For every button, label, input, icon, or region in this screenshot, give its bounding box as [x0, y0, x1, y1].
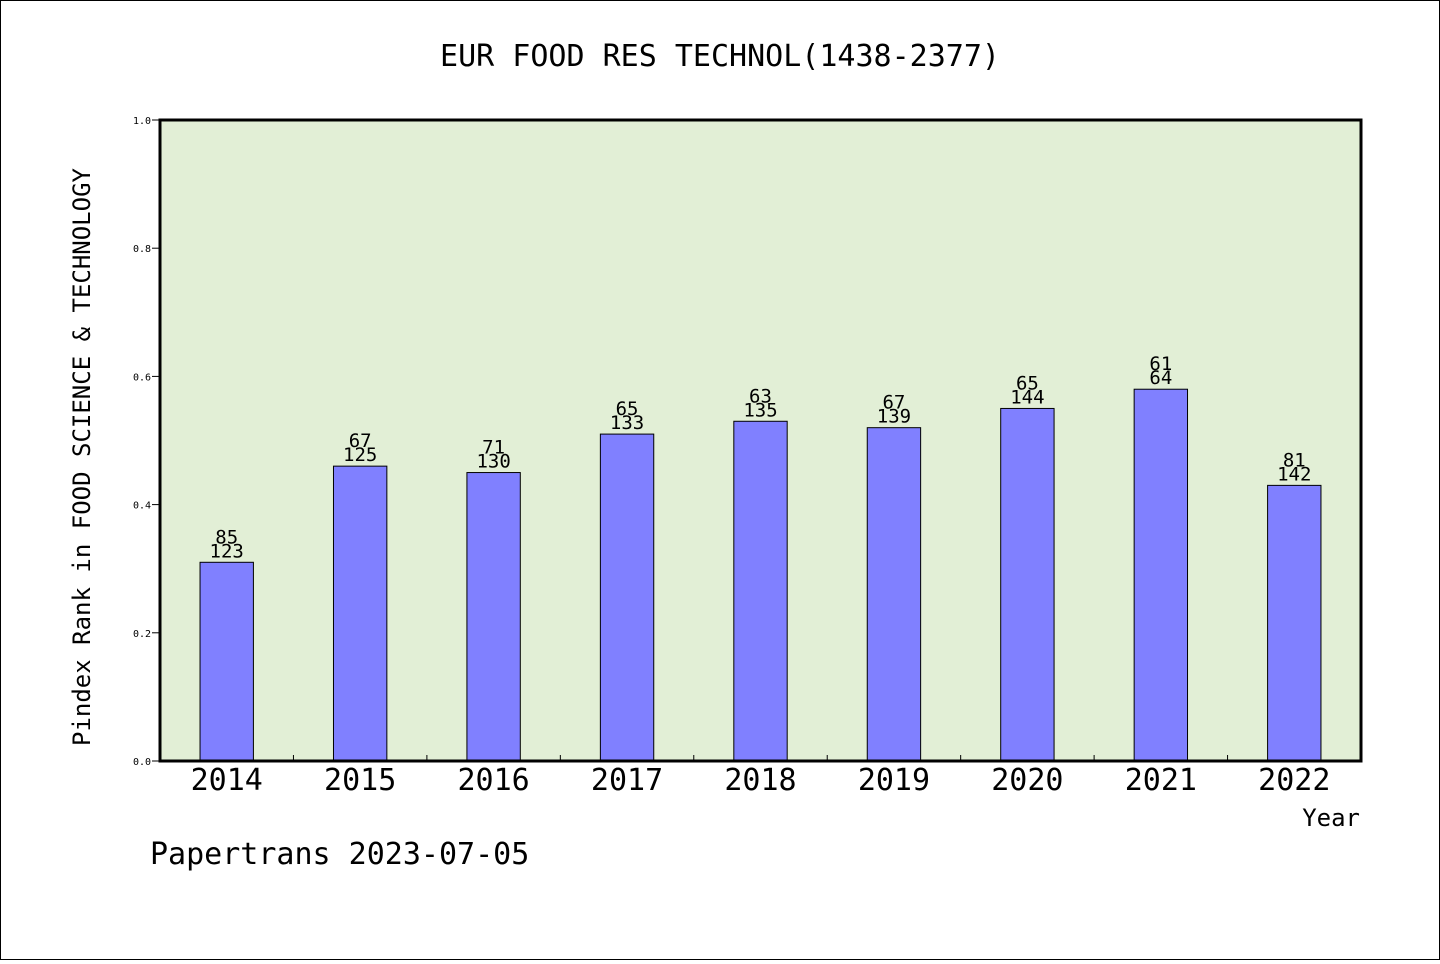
bar-total-label-2020: 144: [1010, 386, 1044, 408]
chart-title: EUR FOOD RES TECHNOL(1438-2377): [440, 39, 1000, 74]
x-axis-label: Year: [1302, 804, 1360, 832]
bar-rank-label-2015: 67: [349, 430, 372, 452]
bar-rank-label-2017: 65: [616, 398, 639, 420]
bar-rank-label-2014: 85: [215, 526, 238, 548]
y-axis-label: Pindex Rank in FOOD SCIENCE & TECHNOLOGY: [68, 167, 96, 746]
bar-total-label-2016: 130: [476, 451, 510, 473]
y-tick-label-0.2: 0.2: [133, 629, 151, 640]
x-tick-label-2016: 2016: [457, 763, 529, 798]
bar-rank-label-2020: 65: [1016, 372, 1039, 394]
bar-rank-label-2018: 63: [749, 385, 772, 407]
x-tick-label-2014: 2014: [191, 763, 263, 798]
bar-total-label-2017: 133: [610, 412, 644, 434]
footer-credit: Papertrans 2023-07-05: [150, 837, 529, 872]
x-tick-label-2018: 2018: [724, 763, 796, 798]
bar-2016: [466, 472, 521, 762]
x-tick-label-2017: 2017: [591, 763, 663, 798]
y-tick-label-0.4: 0.4: [133, 501, 151, 512]
bar-2022: [1267, 484, 1322, 762]
plot-frame: [158, 118, 1363, 763]
bar-rank-label-2021: 61: [1149, 353, 1172, 375]
x-tick-label-2019: 2019: [858, 763, 930, 798]
bar-total-label-2015: 125: [343, 444, 377, 466]
x-tick-label-2015: 2015: [324, 763, 396, 798]
bar-2014: [199, 561, 254, 762]
bar-total-label-2019: 139: [877, 406, 911, 428]
y-tick-label-0.6: 0.6: [133, 372, 151, 383]
bar-2017: [599, 433, 655, 762]
bar-rank-label-2022: 81: [1283, 449, 1306, 471]
bar-2015: [332, 465, 388, 762]
bar-rank-label-2019: 67: [882, 392, 905, 414]
x-tick-label-2021: 2021: [1125, 763, 1197, 798]
x-tick-label-2020: 2020: [991, 763, 1063, 798]
bar-rank-label-2016: 71: [482, 437, 505, 459]
bar-total-label-2022: 142: [1277, 463, 1311, 485]
bar-total-label-2014: 123: [210, 540, 244, 562]
y-tick-label-0.0: 0.0: [133, 757, 151, 768]
bar-2018: [733, 420, 788, 762]
y-tick-label-1.0: 1.0: [133, 116, 151, 127]
bar-2020: [1000, 407, 1055, 762]
bar-total-label-2018: 135: [743, 399, 777, 421]
x-tick-label-2022: 2022: [1258, 763, 1330, 798]
bar-2021: [1133, 388, 1189, 762]
bar-2019: [866, 427, 922, 762]
bar-total-label-2021: 64: [1149, 367, 1172, 389]
x-axis: 2014 2015 2016 2017 2018 2019 2020 2021 2022: [191, 755, 1330, 798]
y-tick-label-0.8: 0.8: [133, 244, 151, 255]
bars-layer: [199, 388, 1322, 762]
